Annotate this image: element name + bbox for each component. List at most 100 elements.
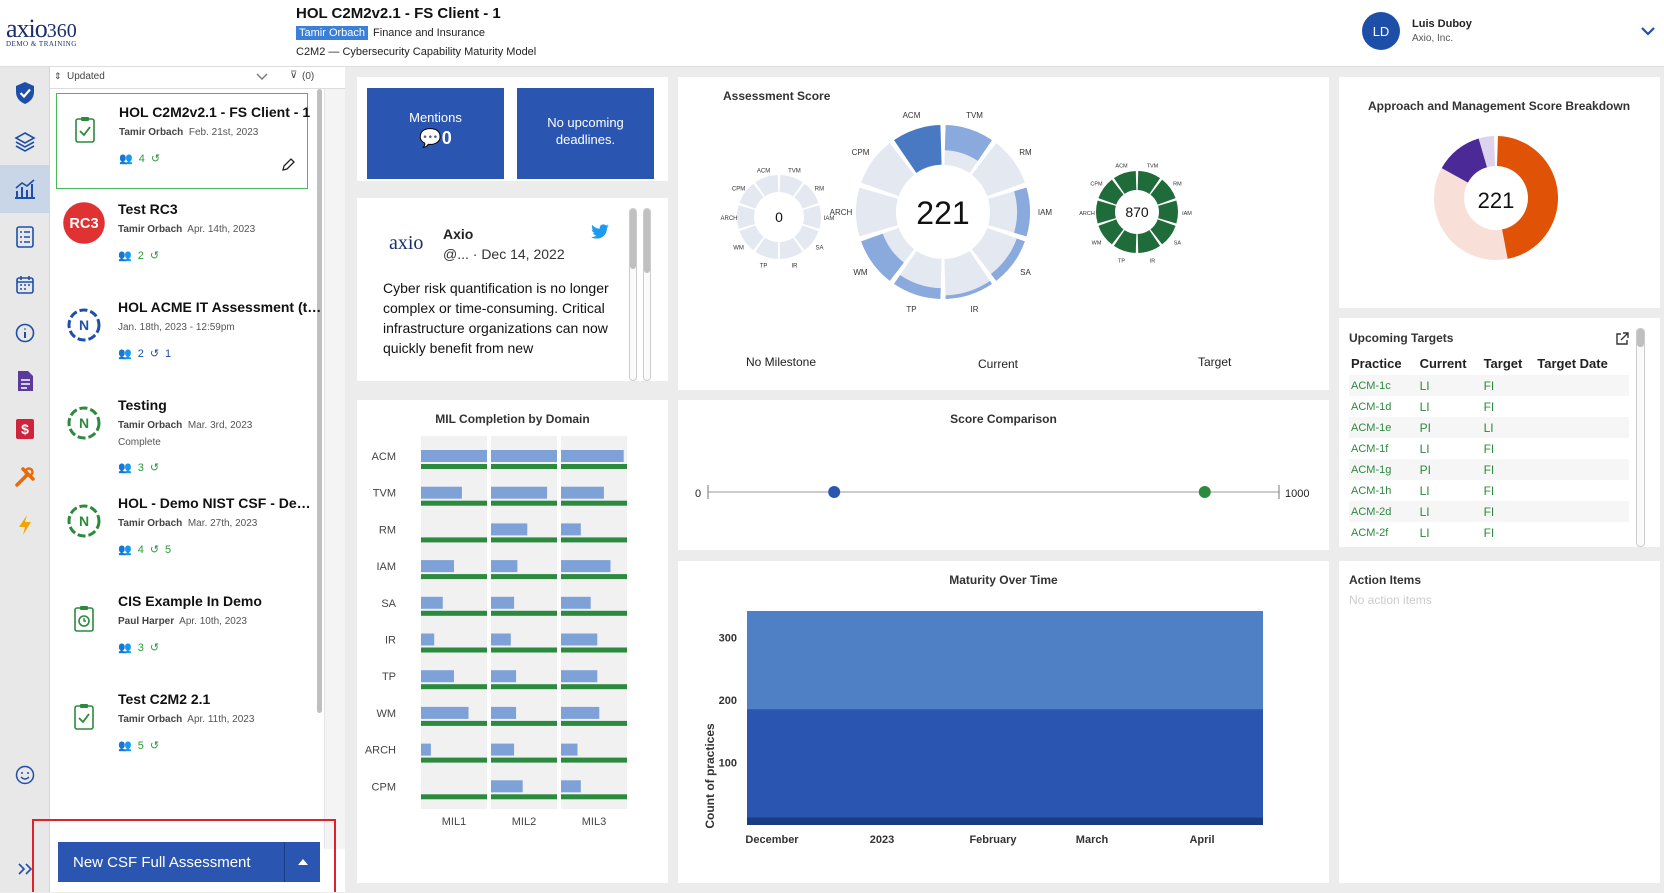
- twitter-icon[interactable]: [590, 224, 610, 240]
- table-row[interactable]: ACM-2d LI FI: [1349, 501, 1629, 522]
- y-tick-label: 100: [719, 757, 737, 769]
- user-menu-chevron-icon[interactable]: [1640, 24, 1656, 42]
- sort-label[interactable]: Updated: [67, 71, 105, 82]
- mil-bar: [491, 523, 528, 536]
- list-item[interactable]: N Testing Tamir Orbach Mar. 3rd, 2023 Co…: [56, 387, 326, 483]
- users-icon: 👥: [118, 740, 132, 752]
- clipboard-check-icon: [75, 117, 95, 143]
- list-item[interactable]: RC3 Test RC3 Tamir Orbach Apr. 14th, 202…: [56, 191, 326, 287]
- list-item[interactable]: CIS Example In Demo Paul Harper Apr. 10t…: [56, 583, 326, 679]
- table-cell: [1535, 459, 1629, 480]
- deadlines-tile[interactable]: No upcoming deadlines.: [517, 88, 654, 179]
- mil-baseline: [561, 610, 627, 616]
- new-assessment-button[interactable]: New CSF Full Assessment: [58, 842, 320, 882]
- table-cell: ACM-1e: [1351, 421, 1392, 434]
- table-row[interactable]: ACM-1d LI FI: [1349, 396, 1629, 417]
- mil-bar: [561, 450, 624, 462]
- calendar-icon[interactable]: [0, 261, 50, 309]
- analytics-icon[interactable]: [0, 165, 50, 213]
- user-name: Luis Duboy: [1412, 18, 1472, 30]
- col-current[interactable]: Current: [1419, 356, 1467, 371]
- tweet-scrollbar[interactable]: [629, 208, 637, 381]
- sort-arrows-icon[interactable]: ⇕: [54, 71, 62, 81]
- app-logo[interactable]: axio360 DEMO & TRAINING: [6, 14, 77, 48]
- mil-baseline: [421, 537, 487, 543]
- mil-bar: [421, 706, 469, 719]
- list-scrollbar[interactable]: [317, 89, 322, 713]
- table-cell: FI: [1483, 483, 1495, 498]
- domain-label: ACM: [757, 168, 770, 174]
- wheel-segment: [779, 237, 803, 259]
- table-cell: [1535, 375, 1629, 396]
- approach-score-value: 221: [1478, 188, 1515, 213]
- history-icon: ↺: [149, 250, 160, 262]
- info-icon[interactable]: [0, 309, 50, 357]
- upcoming-targets-card: Upcoming Targets Practice Current Target…: [1339, 318, 1660, 547]
- nist-logo-icon: N: [67, 504, 101, 538]
- table-cell: PI: [1419, 420, 1431, 435]
- table-row[interactable]: ACM-2f LI FI: [1349, 522, 1629, 543]
- checklist-icon[interactable]: [0, 213, 50, 261]
- tools-icon[interactable]: [0, 453, 50, 501]
- list-item[interactable]: HOL C2M2v2.1 - FS Client - 1 Tamir Orbac…: [56, 93, 310, 189]
- assessment-list-panel: ⇕ Updated ⊽ (0) HOL C2M2v2.1 - FS Client…: [32, 67, 345, 892]
- sort-chevron-icon[interactable]: [256, 73, 268, 81]
- col-target[interactable]: Target: [1483, 356, 1523, 371]
- shield-icon[interactable]: [0, 69, 50, 117]
- filter-count: (0): [302, 71, 315, 82]
- mil-bar: [421, 743, 431, 756]
- table-row[interactable]: ACM-1c LI FI: [1349, 375, 1629, 396]
- table-row[interactable]: ACM-1e PI LI: [1349, 417, 1629, 438]
- domain-tick-label: ARCH: [365, 745, 396, 757]
- users-icon: 👥: [118, 642, 132, 654]
- current-label: Current: [978, 357, 1019, 371]
- domain-label: WM: [733, 245, 744, 251]
- sort-bar: ⇕ Updated ⊽ (0): [50, 67, 345, 89]
- card-title: Assessment Score: [723, 89, 831, 103]
- mil-bar: [421, 560, 454, 573]
- table-row[interactable]: ACM-1f LI FI: [1349, 438, 1629, 459]
- edit-pencil-icon[interactable]: [281, 158, 295, 172]
- table-cell: FI: [1483, 504, 1495, 519]
- table-row[interactable]: ACM-1g PI FI: [1349, 459, 1629, 480]
- dropdown-caret-icon[interactable]: [284, 842, 320, 882]
- layers-icon[interactable]: [0, 117, 50, 165]
- table-cell: ACM-1c: [1351, 379, 1391, 392]
- domain-label: RM: [1019, 148, 1032, 157]
- domain-label: IAM: [824, 216, 835, 222]
- owner-tag: Tamir Orbach: [296, 26, 369, 40]
- target-score-marker: [1198, 486, 1211, 498]
- expand-icon[interactable]: [0, 845, 50, 893]
- domain-label: ARCH: [720, 216, 737, 222]
- rc3-badge-icon: RC3: [63, 202, 105, 244]
- document-icon[interactable]: [0, 357, 50, 405]
- history-icon: ↺: [149, 348, 160, 360]
- domain-label: SA: [815, 245, 823, 251]
- wheel-segment: [1113, 171, 1137, 194]
- mil-bar: [421, 596, 443, 609]
- table-cell: PI: [1419, 462, 1431, 477]
- max-label: 1000: [1285, 488, 1309, 500]
- mil-baseline: [491, 464, 557, 469]
- mentions-tile[interactable]: Mentions 💬0: [367, 88, 504, 179]
- smiley-icon[interactable]: [0, 751, 50, 799]
- col-practice[interactable]: Practice: [1351, 356, 1402, 371]
- users-icon: 👥: [118, 462, 132, 474]
- mil-baseline: [421, 500, 487, 506]
- tweet-handle: @... · Dec 14, 2022: [443, 246, 565, 262]
- filter-icon[interactable]: ⊽: [290, 70, 298, 81]
- list-item[interactable]: N HOL ACME IT Assessment (test) Jan. 18t…: [56, 289, 326, 385]
- table-cell: [1535, 396, 1629, 417]
- open-external-icon[interactable]: [1615, 332, 1629, 346]
- list-item[interactable]: Test C2M2 2.1 Tamir Orbach Apr. 11th, 20…: [56, 681, 326, 777]
- domain-label: SA: [1174, 240, 1182, 246]
- dollar-icon[interactable]: $: [0, 405, 50, 453]
- lightning-icon[interactable]: [0, 501, 50, 549]
- clipboard-timer-icon: [74, 606, 94, 632]
- col-target-date[interactable]: Target Date: [1537, 356, 1608, 371]
- feed-scrollbar[interactable]: [643, 208, 651, 381]
- table-row[interactable]: ACM-1h LI FI: [1349, 480, 1629, 501]
- avatar[interactable]: LD: [1362, 12, 1400, 50]
- targets-scrollbar[interactable]: [1636, 328, 1645, 547]
- list-item[interactable]: N HOL - Demo NIST CSF - Demo ... Tamir O…: [56, 485, 326, 581]
